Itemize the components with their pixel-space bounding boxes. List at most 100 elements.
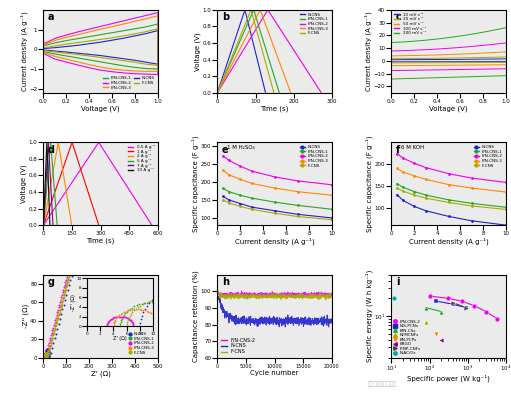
Point (41, 353, 49, 360)
Point (75, 229, 83, 235)
Point (51, 327, 59, 333)
Point (76, 234, 84, 241)
Point (89, 180, 98, 186)
Point (106, 121, 114, 127)
Point (40, 353, 49, 359)
Point (83, 202, 91, 208)
Point (45, 351, 53, 357)
Point (42, 349, 50, 356)
Point (41, 352, 50, 358)
Point (42, 347, 51, 353)
Point (92, 174, 100, 180)
Point (42, 349, 50, 355)
Point (130, 41, 138, 47)
Point (45, 354, 54, 361)
Point (54, 315, 62, 321)
Point (82, 208, 90, 215)
Point (41, 354, 49, 360)
Point (45, 353, 54, 359)
Point (74, 242, 82, 248)
Point (51, 323, 59, 329)
Point (47, 334, 55, 341)
Point (67, 257, 76, 263)
Point (57, 297, 65, 303)
Point (43, 351, 51, 358)
Point (85, 195, 93, 202)
Point (92, 181, 101, 187)
Point (76, 227, 84, 233)
Point (67, 267, 75, 273)
Point (107, 113, 115, 119)
Point (133, 31, 141, 38)
Point (41, 349, 50, 356)
Point (64, 272, 73, 278)
Point (40, 353, 49, 360)
Point (40, 354, 49, 360)
Point (119, 84, 127, 91)
Point (99, 157, 107, 163)
Point (101, 135, 109, 141)
Point (40, 354, 49, 361)
Point (42, 354, 50, 360)
Point (99, 149, 107, 155)
Point (42, 350, 50, 356)
Point (110, 105, 119, 112)
Point (42, 347, 51, 353)
Point (106, 119, 114, 125)
Point (85, 191, 93, 198)
Text: 1 M H₂SO₄: 1 M H₂SO₄ (226, 145, 254, 150)
Point (105, 133, 113, 139)
Point (90, 171, 99, 178)
Point (80, 211, 88, 218)
Point (123, 58, 131, 64)
Legend: F/N-CNS-2, N-CNS, F-CNS: F/N-CNS-2, N-CNS, F-CNS (220, 337, 257, 355)
Point (83, 199, 91, 205)
Point (84, 196, 92, 203)
Point (46, 339, 54, 345)
Point (43, 353, 51, 360)
Point (43, 354, 51, 361)
Point (41, 351, 49, 358)
Point (87, 191, 96, 198)
Point (66, 265, 74, 272)
Point (43, 354, 52, 360)
Point (48, 335, 56, 341)
Point (73, 240, 81, 246)
Legend: N-CNS, F/N-CNS-1, F/N-CNS-2, F/N-CNS-3, F-CNS: N-CNS, F/N-CNS-1, F/N-CNS-2, F/N-CNS-3, … (128, 331, 156, 356)
Point (94, 166, 102, 173)
Point (97, 153, 105, 159)
Point (78, 224, 86, 230)
Point (109, 118, 118, 125)
Point (41, 352, 50, 358)
Point (96, 157, 104, 163)
Point (62, 283, 70, 290)
Point (63, 274, 71, 281)
Point (43, 353, 51, 359)
Point (42, 349, 50, 356)
Point (82, 204, 90, 210)
Point (101, 141, 109, 147)
Point (61, 279, 69, 286)
Point (95, 160, 103, 167)
Point (76, 224, 84, 230)
Point (70, 263, 78, 269)
Point (110, 114, 119, 120)
Point (57, 311, 65, 318)
Point (82, 205, 90, 211)
Point (89, 176, 97, 183)
Point (42, 354, 50, 361)
Point (122, 62, 130, 68)
Point (43, 351, 51, 357)
Point (41, 351, 50, 358)
Point (42, 350, 50, 356)
Point (67, 259, 76, 265)
Point (90, 182, 98, 188)
Point (89, 184, 98, 190)
Point (90, 180, 98, 187)
Point (85, 199, 94, 205)
Point (40, 353, 49, 359)
Point (99, 145, 107, 151)
Point (42, 354, 50, 361)
Point (43, 347, 51, 353)
Point (45, 349, 53, 355)
